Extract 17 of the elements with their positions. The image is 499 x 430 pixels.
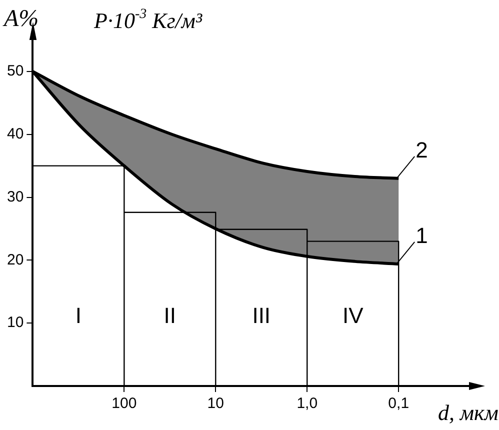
y-tick-label: 40 — [6, 126, 24, 143]
y-tick-label: 30 — [6, 188, 24, 206]
y-tick-label: 20 — [6, 251, 24, 268]
annotation: I — [75, 302, 82, 328]
x-axis-title: d, мкм — [438, 400, 498, 425]
y-axis-title: A% — [2, 6, 39, 32]
series-label: 1 — [416, 223, 428, 248]
series-label: 2 — [416, 137, 428, 162]
x-tick-label: 1,0 — [296, 395, 318, 412]
annotation: IV — [342, 302, 364, 328]
y-tick-label: 10 — [6, 314, 24, 332]
y-tick-label: 50 — [6, 62, 24, 80]
x-tick-label: 10 — [207, 395, 224, 412]
annotation: II — [164, 302, 176, 328]
annotation: III — [252, 302, 271, 328]
x-tick-label: 0,1 — [388, 395, 410, 412]
x-tick-label: 100 — [112, 395, 137, 412]
